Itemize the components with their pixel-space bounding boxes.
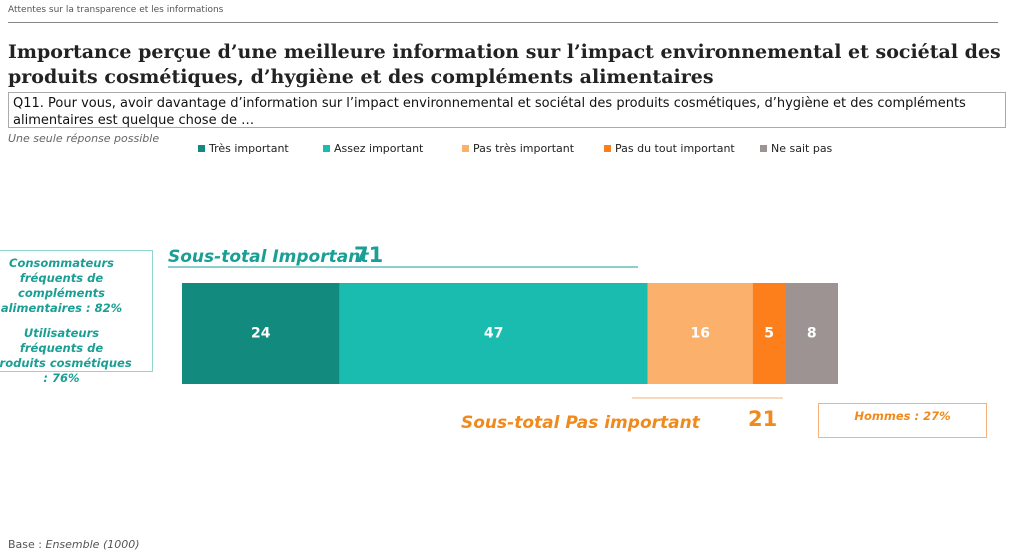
base-text: Ensemble (1000) <box>45 538 140 551</box>
question: Q11. Pour vous, avoir davantage d’inform… <box>8 92 1006 128</box>
bar-segment <box>752 283 786 384</box>
legend-label: Pas très important <box>473 142 575 155</box>
bar-segment <box>339 283 648 384</box>
legend-label: Assez important <box>334 142 424 155</box>
data-label: 24 <box>251 326 271 342</box>
legend-label: Ne sait pas <box>771 142 833 155</box>
legend-swatch <box>604 145 611 152</box>
note: Une seule réponse possible <box>8 132 160 145</box>
legend-item: Pas du tout important <box>604 142 735 155</box>
legend-swatch <box>760 145 767 152</box>
legend-item: Assez important <box>323 142 423 155</box>
callout: Utilisateurs fréquents de produits cosmé… <box>0 326 132 385</box>
bar-group: 24 47 16 5 8 <box>182 283 838 384</box>
legend-label: Très important <box>209 142 289 155</box>
subtotal-label: Sous-total Important <box>168 247 369 267</box>
legend-item: Ne sait pas <box>760 142 832 155</box>
bar-segment <box>785 283 838 384</box>
rule <box>8 22 998 23</box>
data-label: 16 <box>690 326 709 342</box>
data-label: 5 <box>764 326 774 342</box>
legend-label: Pas du tout important <box>615 142 735 155</box>
legend-swatch <box>462 145 469 152</box>
base: Base : Ensemble (1000) <box>8 538 140 551</box>
base-label: Base : <box>8 538 42 551</box>
legend-swatch <box>323 145 330 152</box>
data-label: 8 <box>807 326 817 342</box>
bar-segment <box>647 283 753 384</box>
legend-swatch <box>198 145 205 152</box>
callout: Consommateurs fréquents de compléments a… <box>0 256 123 315</box>
subtotal-value: 71 <box>354 243 383 267</box>
header: Attentes sur la transparence et les info… <box>8 5 224 15</box>
bar-segment <box>182 283 340 384</box>
legend-item: Très important <box>198 142 289 155</box>
subtotal-value: 21 <box>748 407 777 431</box>
subtotal-label: Sous-total Pas important <box>461 413 701 433</box>
callout: Hommes : 27% <box>854 409 951 423</box>
data-label: 47 <box>484 326 503 342</box>
callout-box: Hommes : 27% <box>818 403 987 438</box>
chart-title: Importance perçue d’une meilleure inform… <box>8 41 1001 88</box>
callout-box: Consommateurs fréquents de compléments a… <box>0 250 153 385</box>
legend-item: Pas très important <box>462 142 574 155</box>
